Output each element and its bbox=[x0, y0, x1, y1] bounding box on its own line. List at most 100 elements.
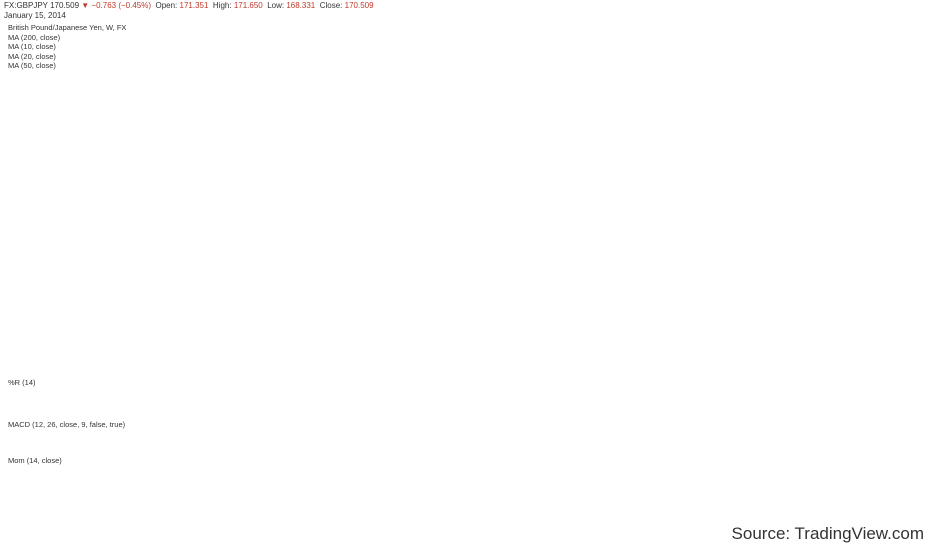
macd-last-label: 4.8326 bbox=[906, 420, 926, 427]
x-tick-label: Nov bbox=[94, 517, 106, 524]
price-tick-label: 120.000 bbox=[906, 338, 930, 345]
wr-pane-frame bbox=[3, 376, 904, 413]
price-label-box bbox=[904, 113, 931, 124]
close-label: Close: bbox=[319, 1, 343, 10]
x-tick-label: Sep bbox=[48, 517, 60, 524]
mom-tick-label: 0.0000 bbox=[906, 487, 926, 494]
main-legend: British Pound/Japanese Yen, W, FX MA (20… bbox=[8, 23, 126, 71]
low-value: 168.331 bbox=[286, 1, 316, 10]
x-tick-label: Sep bbox=[325, 517, 337, 524]
open-value: 171.351 bbox=[179, 1, 209, 10]
price-tick-label: 128.000 bbox=[906, 297, 930, 304]
price-tick-label: 172.000 bbox=[906, 68, 930, 75]
x-tick-label: Jul bbox=[558, 517, 567, 524]
mom-tick-label: 20.0000 bbox=[906, 458, 930, 465]
x-tick-label: Mar bbox=[464, 517, 476, 524]
mom-tick-label: -10.0000 bbox=[906, 502, 932, 509]
ma50-line bbox=[7, 144, 713, 324]
price-tick-label: 156.000 bbox=[906, 151, 930, 158]
price-label-text: 155.006 bbox=[906, 156, 930, 163]
down-arrow-icon: ▼ bbox=[81, 1, 90, 10]
price-tick-label: 136.000 bbox=[906, 255, 930, 262]
price-tick-label: 124.000 bbox=[906, 317, 930, 324]
macd-last-box bbox=[904, 417, 931, 428]
black-trend-line-1 bbox=[589, 26, 841, 193]
macd-hist-label: 0.6745 bbox=[906, 432, 926, 439]
macd-signal-line bbox=[7, 425, 713, 448]
wr-line bbox=[7, 377, 713, 403]
macd-pane-title: MACD (12, 26, close, 9, false, true) bbox=[8, 420, 126, 429]
black-trend-line-2 bbox=[589, 115, 701, 193]
x-tick-label: 2013 bbox=[416, 517, 431, 524]
header-date: January 15, 2014 bbox=[4, 11, 66, 20]
ma200-line bbox=[5, 137, 713, 290]
mom-pane-frame bbox=[3, 454, 904, 511]
price-tick-label: 160.000 bbox=[906, 130, 930, 137]
price-tick-label: 152.000 bbox=[906, 172, 930, 179]
x-tick-label: Nov bbox=[649, 517, 661, 524]
magenta-line-1 bbox=[517, 149, 636, 178]
wr-tick-label: -80.0000 bbox=[906, 403, 932, 410]
legend-ma10: MA (10, close) bbox=[8, 42, 56, 51]
price-tick-label: 164.000 bbox=[906, 109, 930, 116]
x-tick-label: 1 bbox=[5, 517, 9, 524]
wr-tick-label: 0.0000 bbox=[906, 377, 926, 384]
x-tick-label: May bbox=[232, 517, 245, 524]
legend-ma50: MA (50, close) bbox=[8, 61, 56, 70]
price-pane-frame bbox=[3, 17, 904, 373]
price-change: −0.763 (−0.45%) bbox=[91, 1, 152, 10]
x-tick-label: Nov bbox=[372, 517, 384, 524]
trend-line-grey bbox=[329, 81, 904, 318]
wr-band bbox=[4, 384, 903, 405]
price-tick-label: 176.000 bbox=[906, 47, 930, 54]
x-tick-label: Sep bbox=[603, 517, 615, 524]
macd-pane-frame bbox=[3, 417, 904, 451]
price-tick-label: 116.000 bbox=[906, 359, 929, 366]
last-price: 170.509 bbox=[50, 1, 80, 10]
mom-last-label: 13.3440 bbox=[906, 468, 930, 475]
x-tick-label: May bbox=[788, 517, 801, 524]
price-label-text: 170.509 bbox=[906, 75, 930, 82]
magenta-line-2 bbox=[514, 154, 638, 188]
x-tick-label: Sep bbox=[881, 517, 893, 524]
x-tick-label: Jul bbox=[281, 517, 290, 524]
legend-ma200: MA (200, close) bbox=[8, 32, 61, 42]
low-label: Low: bbox=[267, 1, 285, 10]
wedge-line-upper bbox=[417, 190, 531, 253]
price-label-box bbox=[904, 72, 931, 83]
symbol-name: FX:GBPJPY bbox=[4, 1, 48, 10]
ma20-line bbox=[26, 104, 713, 334]
x-tick-label: 2012 bbox=[139, 517, 154, 524]
mom-pane-title: Mom (14, close) bbox=[8, 456, 62, 465]
source-credit: Source: TradingView.com bbox=[731, 524, 924, 543]
x-tick-label: Jul bbox=[836, 517, 845, 524]
x-tick-label: Mar bbox=[742, 517, 754, 524]
price-tick-label: 180.000 bbox=[906, 26, 930, 33]
price-label-text: 162.656 bbox=[906, 116, 930, 123]
wr-last-label: -23.7112 bbox=[905, 383, 930, 390]
macd-hist-box bbox=[904, 429, 931, 440]
open-label: Open: bbox=[155, 1, 178, 10]
symbol-header: FX:GBPJPY 170.509 ▼ −0.763 (−0.45%) Open… bbox=[4, 1, 374, 21]
wr-last-box bbox=[904, 380, 931, 391]
mom-last-box bbox=[904, 465, 931, 476]
price-tick-label: 140.000 bbox=[906, 234, 930, 241]
x-tick-label: 2014 bbox=[694, 517, 709, 524]
ma10-line bbox=[17, 74, 713, 339]
price-tick-label: 132.000 bbox=[906, 276, 930, 283]
legend-ma20: MA (20, close) bbox=[8, 51, 56, 61]
wedge-line-lower bbox=[417, 195, 531, 293]
watermark-text: GBPJPY bbox=[330, 163, 517, 215]
channel-upper-line bbox=[5, 19, 886, 303]
channel-lower-line bbox=[204, 125, 904, 376]
price-tick-label: 148.000 bbox=[906, 193, 930, 200]
mom-line bbox=[7, 460, 713, 508]
wr-pane-title: %R (14) bbox=[8, 378, 36, 387]
close-value: 170.509 bbox=[344, 1, 374, 10]
high-label: High: bbox=[212, 1, 232, 10]
x-tick-label: May bbox=[510, 517, 523, 524]
candles-group bbox=[6, 48, 714, 356]
x-tick-label: Mar bbox=[187, 517, 199, 524]
